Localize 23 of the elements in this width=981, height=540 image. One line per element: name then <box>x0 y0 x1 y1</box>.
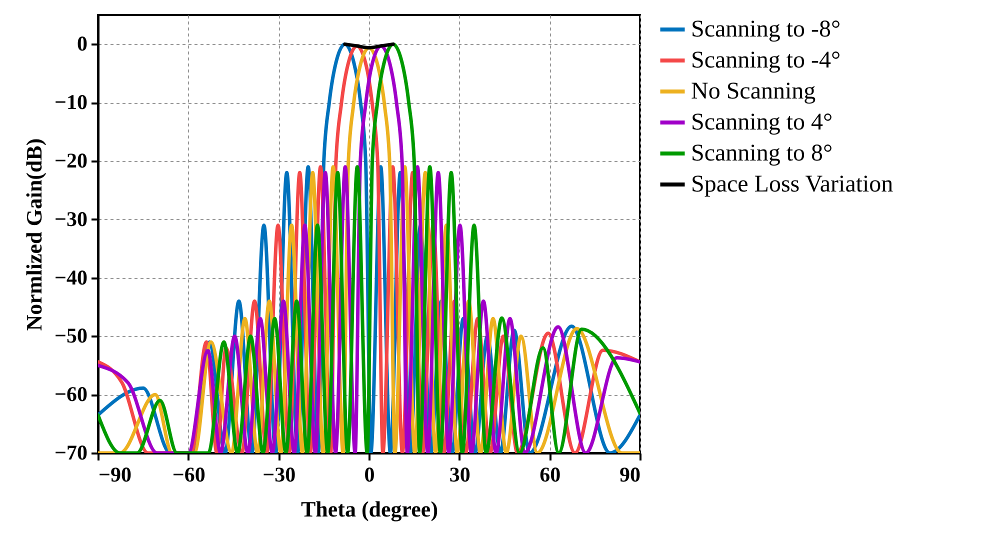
y-tick-label: −50 <box>54 324 88 348</box>
x-tick-label: 90 <box>620 462 640 486</box>
x-tick-label: 0 <box>364 462 375 486</box>
y-tick-label: −40 <box>54 265 88 290</box>
x-tick-label: −30 <box>262 462 296 486</box>
x-tick-label: −60 <box>172 462 206 486</box>
y-tick-label: −70 <box>54 440 88 464</box>
legend-label: No Scanning <box>691 78 816 104</box>
x-tick-label: 30 <box>449 462 470 486</box>
legend-label: Space Loss Variation <box>691 172 894 198</box>
y-tick-label: −30 <box>54 206 88 231</box>
x-tick-label: 60 <box>540 462 561 486</box>
legend-label: Scanning to 4° <box>691 110 833 136</box>
y-tick-label: 0 <box>77 32 88 56</box>
y-axis-title: Normlized Gain(dB) <box>22 138 47 331</box>
y-tick-label: −20 <box>54 148 88 172</box>
legend-label: Scanning to 8° <box>691 140 833 166</box>
legend-label: Scanning to -4° <box>691 48 841 74</box>
x-axis-title: Theta (degree) <box>300 496 438 522</box>
y-tick-label: −10 <box>54 90 88 114</box>
legend-label: Scanning to -8° <box>691 16 841 42</box>
x-tick-label: −90 <box>98 462 132 486</box>
y-tick-label: −60 <box>54 382 88 406</box>
